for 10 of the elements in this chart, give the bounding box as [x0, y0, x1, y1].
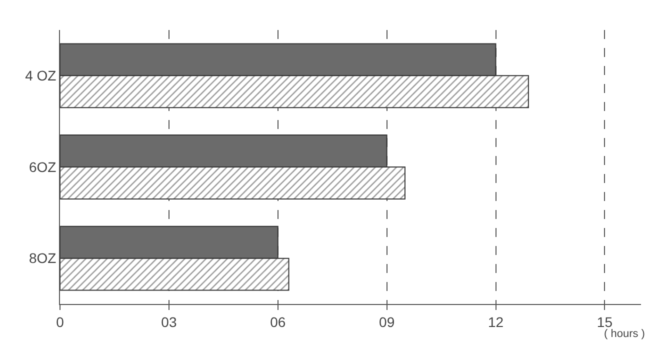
x-tick-label: 12 — [488, 314, 504, 330]
x-axis-title: ( hours ) — [604, 328, 645, 340]
x-tick-label: 06 — [270, 314, 286, 330]
x-tick-label: 15 — [596, 314, 613, 330]
x-tick-label: 0 — [56, 314, 64, 330]
x-tick-label: 03 — [161, 314, 177, 330]
y-tick-label: 6OZ — [28, 158, 57, 175]
y-tick-label: 8OZ — [28, 250, 57, 266]
x-tick-label: 09 — [379, 314, 395, 330]
y-tick-label: 4 OZ — [25, 68, 57, 84]
